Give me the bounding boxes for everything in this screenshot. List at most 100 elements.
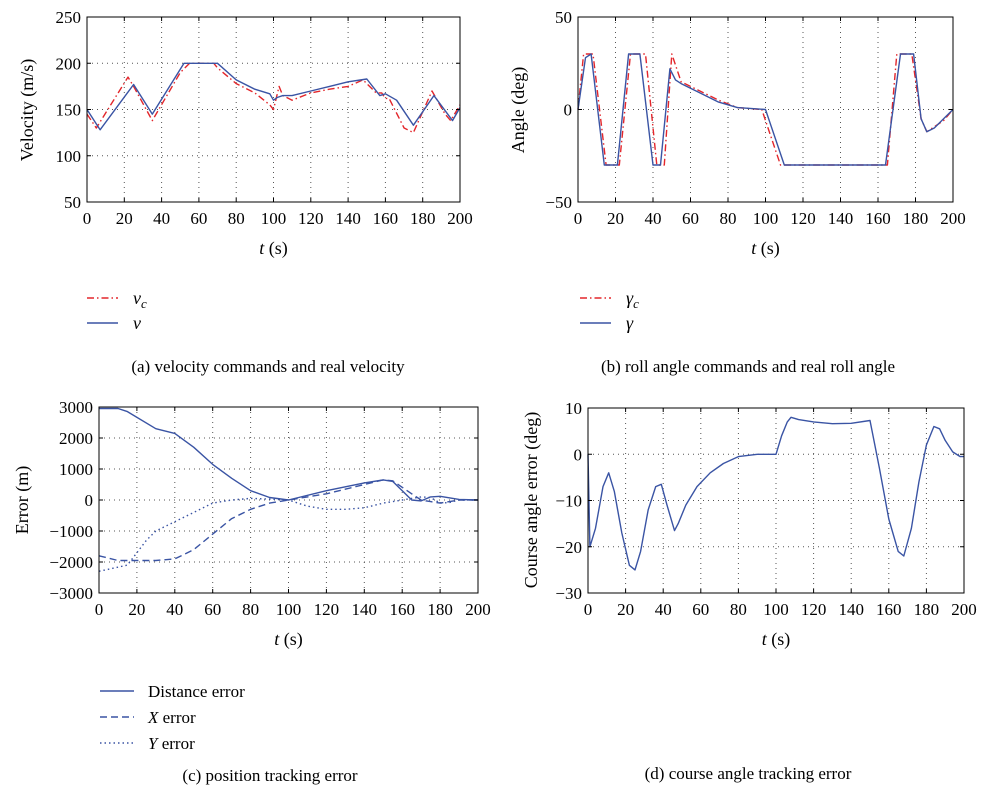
x-tick-label: 80 (730, 600, 747, 619)
x-tick-label: 140 (352, 600, 378, 619)
x-tick-label: 40 (645, 209, 662, 228)
y-tick-label: −30 (555, 584, 582, 603)
caption-b: (b) roll angle commands and real roll an… (601, 357, 895, 376)
y-tick-label: 100 (56, 147, 82, 166)
y-tick-label: 200 (56, 54, 82, 73)
legend-a: vc v (87, 288, 147, 333)
y-axis-label-d: Course angle error (deg) (521, 412, 542, 588)
x-tick-label: 60 (692, 600, 709, 619)
y-tick-label: 3000 (59, 398, 93, 417)
x-tick-label: 140 (838, 600, 864, 619)
x-tick-label: 160 (865, 209, 891, 228)
caption-a: (a) velocity commands and real velocity (131, 357, 405, 376)
x-tick-label: 60 (682, 209, 699, 228)
legend-c-x-label: X error (147, 708, 196, 727)
plot-frame-d (587, 407, 965, 594)
x-tick-label: 160 (389, 600, 415, 619)
y-axis-label-c: Error (m) (12, 466, 33, 534)
x-tick-label: 180 (427, 600, 453, 619)
chart-a: 0 20 40 60 80 100 120 140 160 180 200 50 100 150 200 25… (17, 8, 473, 259)
x-axis-label-a: t (s) (259, 238, 288, 259)
y-tick-label: 50 (64, 193, 81, 212)
y-tick-label: −2000 (49, 553, 93, 572)
x-tick-label: 120 (790, 209, 816, 228)
x-tick-label: 0 (584, 600, 593, 619)
x-tick-label: 20 (607, 209, 624, 228)
legend-c: Distance error X error Y error (100, 682, 245, 753)
x-tick-label: 180 (914, 600, 940, 619)
x-tick-label: 200 (447, 209, 473, 228)
legend-a-v-label: v (133, 313, 141, 333)
series-line-b-1 (577, 53, 954, 166)
grid-b (578, 17, 953, 202)
y-tick-label: 0 (574, 445, 583, 464)
legend-a-vc-label: vc (133, 288, 147, 311)
x-tick-label: 100 (763, 600, 789, 619)
x-tick-label: 20 (617, 600, 634, 619)
y-tick-label: 50 (555, 8, 572, 27)
x-tick-label: 200 (465, 600, 491, 619)
y-tick-label: −3000 (49, 584, 93, 603)
x-tick-label: 40 (166, 600, 183, 619)
grid-d (588, 408, 964, 593)
x-tick-label: 40 (153, 209, 170, 228)
series-line-b-0 (577, 53, 954, 166)
x-tick-label: 0 (95, 600, 104, 619)
series-line-a-0 (86, 62, 461, 134)
x-tick-label: 80 (228, 209, 245, 228)
x-tick-label: 180 (410, 209, 436, 228)
grid-a (87, 17, 460, 202)
x-tick-label: 200 (951, 600, 977, 619)
x-tick-label: 140 (828, 209, 854, 228)
series-line-c-0 (99, 407, 479, 502)
y-tick-label: −10 (555, 492, 582, 511)
x-tick-label: 160 (373, 209, 399, 228)
caption-d: (d) course angle tracking error (645, 764, 852, 783)
series-line-c-1 (98, 479, 478, 562)
x-tick-label: 100 (276, 600, 302, 619)
x-tick-label: 200 (940, 209, 966, 228)
x-tick-label: 180 (903, 209, 929, 228)
x-tick-label: 100 (753, 209, 779, 228)
y-tick-label: 2000 (59, 429, 93, 448)
y-tick-label: 150 (56, 101, 82, 120)
y-tick-label: 250 (56, 8, 82, 27)
x-tick-label: 80 (720, 209, 737, 228)
x-axis-label-d: t (s) (762, 629, 791, 650)
legend-c-y-label: Y error (148, 734, 195, 753)
x-tick-label: 140 (335, 209, 361, 228)
x-tick-label: 60 (190, 209, 207, 228)
legend-b-g-label: γ (626, 313, 634, 333)
legend-c-distance-label: Distance error (148, 682, 245, 701)
x-tick-label: 100 (261, 209, 287, 228)
x-tick-label: 120 (314, 600, 340, 619)
y-tick-label: 0 (85, 491, 94, 510)
y-tick-label: 1000 (59, 460, 93, 479)
y-axis-label-b: Angle (deg) (508, 67, 529, 153)
legend-b-gc-label: γc (626, 288, 639, 311)
x-tick-label: 60 (204, 600, 221, 619)
caption-c: (c) position tracking error (182, 766, 357, 785)
x-tick-label: 0 (83, 209, 92, 228)
series-line-d-0 (587, 416, 964, 571)
y-axis-label-a: Velocity (m/s) (17, 59, 38, 161)
x-tick-label: 0 (574, 209, 583, 228)
x-tick-label: 120 (801, 600, 827, 619)
y-tick-label: 10 (565, 399, 582, 418)
y-tick-label: −20 (555, 538, 582, 557)
x-tick-label: 20 (116, 209, 133, 228)
x-axis-label-c: t (s) (274, 629, 303, 650)
x-tick-label: 120 (298, 209, 324, 228)
x-axis-label-b: t (s) (751, 238, 780, 259)
legend-b: γc γ (580, 288, 639, 333)
y-tick-label: 0 (564, 101, 573, 120)
chart-d: 0 20 40 60 80 100 120 140 160 180 200 −30 −20 −10 0 10 C… (521, 399, 977, 650)
x-tick-label: 80 (242, 600, 259, 619)
x-tick-label: 160 (876, 600, 902, 619)
x-tick-label: 20 (128, 600, 145, 619)
y-tick-label: −1000 (49, 522, 93, 541)
y-tick-label: −50 (545, 193, 572, 212)
chart-c: 0 20 40 60 80 100 120 140 160 180 200 −3000 −2000 −10… (12, 398, 491, 650)
